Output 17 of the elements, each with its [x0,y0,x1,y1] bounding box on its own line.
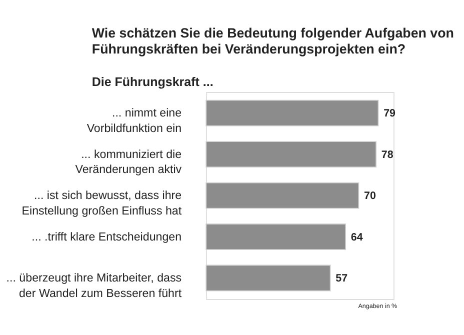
data-label: 79 [384,108,396,120]
y-tick-label: ... kommuniziert die Veränderungen aktiv [75,148,182,176]
chart-subtitle: Die Führungskraft ... [92,74,214,89]
bar [206,100,379,126]
y-tick-label: ... nimmt eine Vorbildfunktion ein [86,106,182,135]
data-label: 57 [336,272,348,285]
data-label: 70 [364,190,376,202]
y-tick-label: ... überzeugt ihre Mitarbeiter, dass der Wandel zum Besseren führt [6,272,182,300]
y-tick-label: ... ist sich bewusst, dass ihre Einstellung großen Einfluss hat [22,189,182,218]
data-label: 78 [381,148,394,161]
bar [206,141,377,168]
y-tick-label: ... .trifft klare Entscheidungen [32,230,182,244]
bar [206,224,346,250]
data-label: 64 [350,231,363,244]
bar [206,264,331,292]
bar [206,182,360,209]
chart-title: Wie schätzen Sie die Bedeutung folgender Aufgaben von Führungskräften bei Veränderungsprojekten ein? [92,26,454,57]
